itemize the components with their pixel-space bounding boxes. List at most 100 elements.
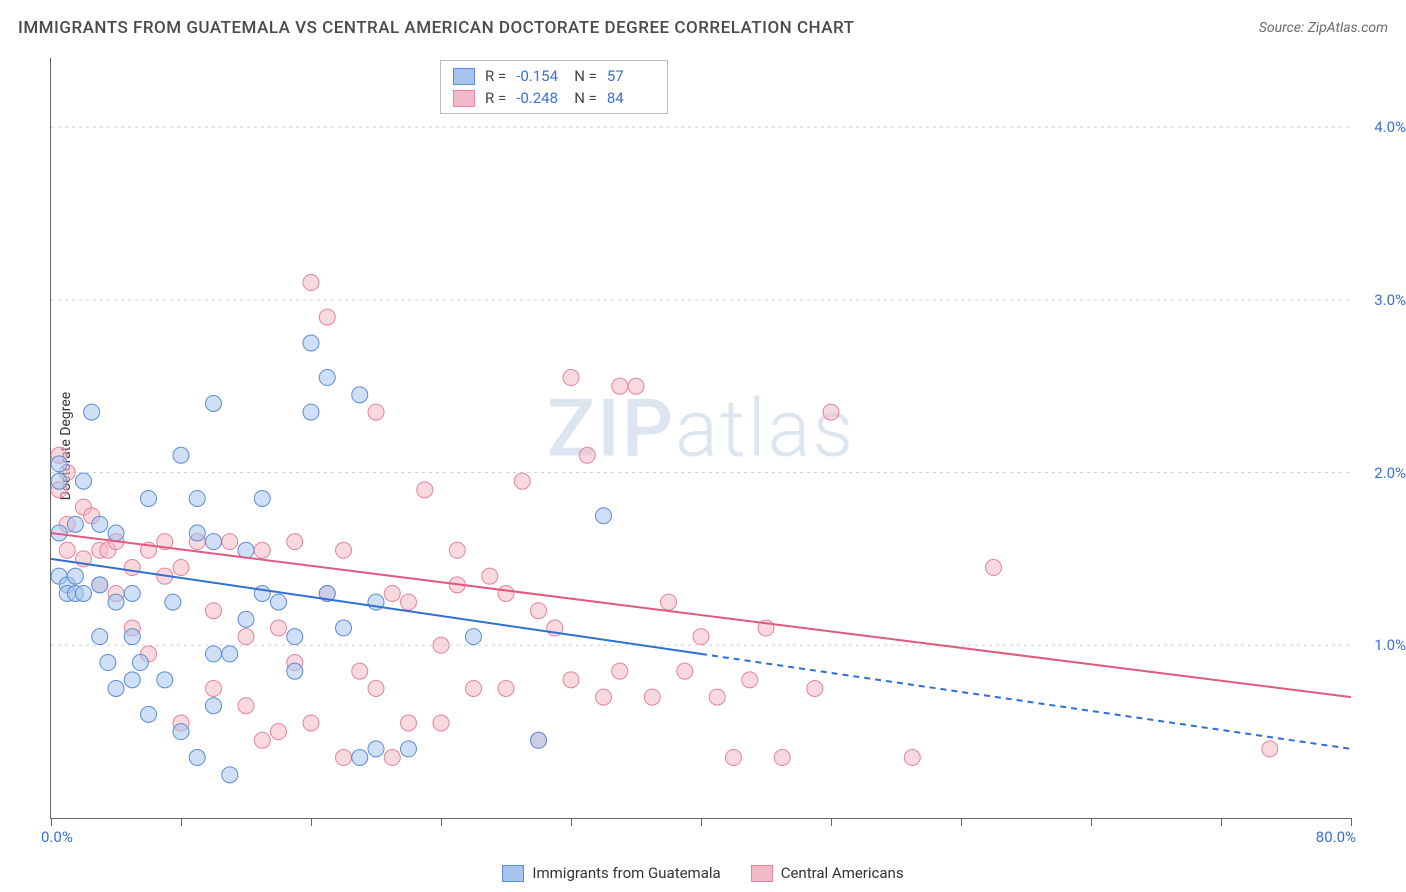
data-point (368, 741, 384, 757)
data-point (466, 680, 482, 696)
trend-line-dashed (701, 654, 1351, 749)
data-point (206, 534, 222, 550)
data-point (774, 750, 790, 766)
data-point (189, 490, 205, 506)
stats-row-0: R = -0.154 N = 57 (453, 67, 655, 85)
data-point (433, 715, 449, 731)
legend-item-1: Central Americans (751, 864, 904, 882)
data-point (628, 378, 644, 394)
data-point (904, 750, 920, 766)
data-point (173, 560, 189, 576)
data-point (100, 655, 116, 671)
data-point (303, 404, 319, 420)
data-point (287, 663, 303, 679)
data-point (76, 473, 92, 489)
data-point (709, 689, 725, 705)
data-point (124, 672, 140, 688)
title-bar: IMMIGRANTS FROM GUATEMALA VS CENTRAL AME… (18, 18, 1388, 38)
data-point (141, 490, 157, 506)
x-tick (1221, 818, 1222, 826)
data-point (823, 404, 839, 420)
data-point (271, 594, 287, 610)
data-point (108, 594, 124, 610)
data-point (271, 724, 287, 740)
n-value-0: 57 (607, 67, 655, 85)
data-point (157, 672, 173, 688)
data-point (498, 680, 514, 696)
data-point (401, 741, 417, 757)
y-tick-label: 3.0% (1356, 291, 1406, 309)
data-point (76, 585, 92, 601)
data-point (563, 672, 579, 688)
data-point (336, 620, 352, 636)
swatch-series-1 (453, 90, 475, 107)
data-point (303, 715, 319, 731)
x-tick (311, 818, 312, 826)
data-point (287, 534, 303, 550)
data-point (384, 750, 400, 766)
r-label: R = (485, 67, 506, 85)
data-point (433, 637, 449, 653)
data-point (596, 508, 612, 524)
data-point (238, 542, 254, 558)
data-point (466, 629, 482, 645)
data-point (482, 568, 498, 584)
data-point (742, 672, 758, 688)
data-point (417, 482, 433, 498)
data-point (271, 620, 287, 636)
swatch-bottom-1 (751, 865, 773, 882)
n-value-1: 84 (607, 89, 655, 107)
data-point (254, 542, 270, 558)
data-point (531, 732, 547, 748)
x-tick (1091, 818, 1092, 826)
data-point (677, 663, 693, 679)
data-point (92, 516, 108, 532)
data-point (287, 629, 303, 645)
data-point (206, 395, 222, 411)
data-point (336, 750, 352, 766)
data-point (108, 680, 124, 696)
data-point (644, 689, 660, 705)
data-point (384, 585, 400, 601)
data-point (51, 456, 67, 472)
data-point (206, 698, 222, 714)
data-point (579, 447, 595, 463)
swatch-series-0 (453, 68, 475, 85)
data-point (165, 594, 181, 610)
data-point (222, 534, 238, 550)
y-tick-label: 1.0% (1356, 636, 1406, 654)
data-point (612, 378, 628, 394)
data-point (67, 568, 83, 584)
data-point (986, 560, 1002, 576)
plot-area: ZIPatlas 1.0%2.0%3.0%4.0% 0.0% 80.0% (50, 58, 1351, 819)
data-point (352, 387, 368, 403)
legend-item-0: Immigrants from Guatemala (502, 864, 720, 882)
stats-row-1: R = -0.248 N = 84 (453, 89, 655, 107)
data-point (368, 680, 384, 696)
data-point (319, 309, 335, 325)
stats-legend: R = -0.154 N = 57 R = -0.248 N = 84 (440, 60, 668, 114)
x-tick (961, 818, 962, 826)
data-point (173, 724, 189, 740)
data-point (189, 750, 205, 766)
data-point (319, 370, 335, 386)
x-tick (441, 818, 442, 826)
data-point (84, 404, 100, 420)
data-point (368, 404, 384, 420)
data-point (132, 655, 148, 671)
data-point (254, 490, 270, 506)
data-point (222, 646, 238, 662)
legend-label-1: Central Americans (781, 864, 904, 882)
data-point (124, 629, 140, 645)
data-point (352, 663, 368, 679)
data-point (206, 680, 222, 696)
chart-title: IMMIGRANTS FROM GUATEMALA VS CENTRAL AME… (18, 18, 855, 38)
data-point (531, 603, 547, 619)
data-point (238, 611, 254, 627)
data-point (222, 767, 238, 783)
data-point (92, 629, 108, 645)
r-value-0: -0.154 (516, 67, 564, 85)
y-tick-label: 2.0% (1356, 464, 1406, 482)
data-point (254, 585, 270, 601)
data-point (1262, 741, 1278, 757)
